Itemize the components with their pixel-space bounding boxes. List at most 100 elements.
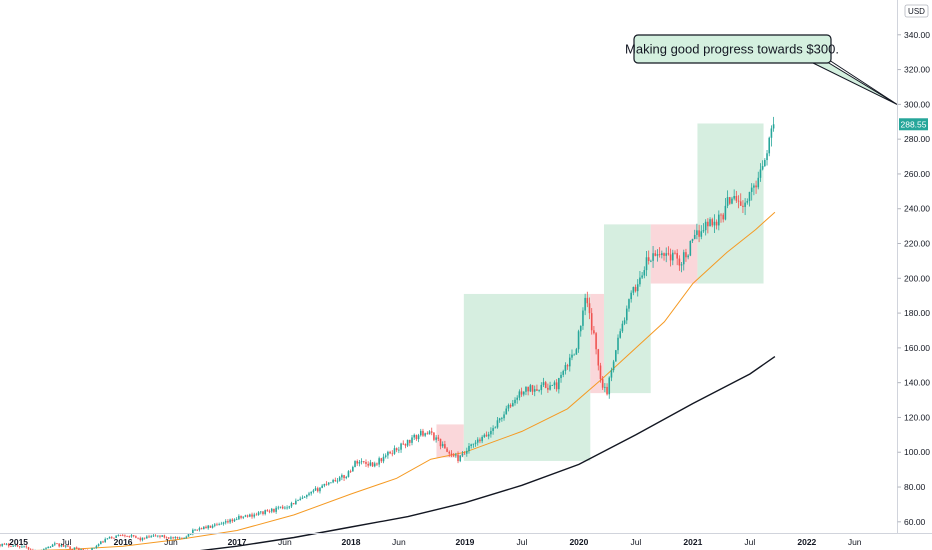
candle-body — [189, 534, 192, 535]
candle-body — [615, 350, 617, 362]
candle-body — [323, 483, 326, 486]
x-tick-label: Jun — [392, 537, 406, 547]
candle-body — [93, 547, 96, 549]
candle-body — [56, 543, 58, 545]
candle-body — [711, 219, 714, 226]
candle-body — [496, 420, 499, 428]
candle-body — [575, 349, 578, 355]
candle-body — [205, 526, 207, 529]
candle-body — [435, 437, 437, 440]
candle-body — [492, 428, 494, 431]
y-axis-ticks[interactable]: 40.0060.0080.00100.00120.00140.00160.001… — [897, 30, 931, 550]
candle-body — [106, 538, 109, 540]
candle-body — [671, 252, 674, 261]
candle-body — [728, 197, 731, 204]
candle-body — [503, 414, 505, 419]
candle-body — [520, 391, 523, 395]
candle-body — [426, 433, 429, 435]
candle-body — [665, 253, 668, 256]
candle-body — [128, 536, 131, 537]
candle-body — [117, 535, 120, 536]
x-tick-label: Jun — [278, 537, 292, 547]
candle-body — [632, 286, 635, 293]
candle-body — [139, 538, 142, 541]
candle-body — [141, 537, 144, 541]
candle-body — [192, 529, 194, 535]
candle-body — [558, 378, 560, 390]
x-axis-ticks[interactable]: 2015 Jul 2016 Jun 2017 Jun 2018 Jun 2019 Jul 2020 J… — [9, 537, 862, 547]
candle-body — [159, 535, 161, 537]
candle-body — [590, 313, 593, 331]
candle-body — [365, 462, 367, 464]
candle-body — [216, 524, 218, 526]
candle-body — [330, 482, 332, 484]
candle-body — [411, 437, 413, 443]
candle-body — [654, 253, 657, 256]
candle-body — [12, 545, 14, 547]
x-tick-label: Jul — [516, 537, 527, 547]
candle-body — [358, 461, 361, 464]
candle-body — [720, 214, 722, 216]
candle-body — [770, 128, 773, 138]
candle-body — [573, 354, 575, 356]
candle-body — [384, 455, 387, 457]
candle-body — [639, 277, 641, 285]
candle-body — [345, 476, 348, 479]
candle-body — [483, 434, 486, 437]
candle-body — [518, 391, 521, 398]
candle-body — [599, 365, 602, 380]
moving-average-1 — [199, 356, 776, 550]
annotation-box[interactable] — [633, 34, 832, 64]
candle-body — [297, 500, 299, 501]
candle-body — [735, 195, 738, 201]
candle-body — [286, 507, 288, 509]
candle-body — [433, 432, 435, 440]
x-tick-label: 2016 — [114, 537, 133, 547]
currency-badge[interactable] — [904, 4, 929, 18]
candle-body — [249, 514, 251, 517]
candle-body — [634, 286, 637, 292]
candle-body — [227, 521, 229, 523]
x-tick-label: 2022 — [797, 537, 816, 547]
y-tick-label: 300.00 — [904, 99, 930, 109]
candle-body — [724, 205, 727, 220]
candle-body — [742, 205, 744, 207]
candle-body — [10, 546, 12, 548]
candle-body — [211, 525, 214, 528]
candle-body — [126, 535, 128, 537]
candle-body — [750, 187, 753, 192]
candle-body — [290, 503, 293, 507]
candle-body — [498, 418, 501, 421]
candle-body — [463, 453, 466, 455]
candle-body — [457, 454, 459, 462]
candle-body — [95, 545, 98, 548]
candle-body — [242, 516, 245, 518]
candle-body — [246, 515, 249, 517]
candle-body — [295, 500, 297, 505]
candle-body — [656, 254, 659, 256]
candle-body — [393, 448, 396, 454]
candle-body — [645, 257, 648, 271]
candle-body — [481, 436, 483, 442]
candle-body — [174, 536, 177, 538]
candle-body — [391, 453, 394, 455]
candle-body — [437, 437, 440, 439]
candle-body — [167, 537, 170, 539]
x-tick-label: Jul — [630, 537, 641, 547]
candle-body — [332, 479, 334, 483]
candle-body — [685, 252, 687, 258]
candle-body — [439, 438, 442, 447]
candle-body — [183, 537, 185, 539]
candle-body — [60, 545, 63, 547]
candle-body — [547, 387, 549, 390]
candle-body — [441, 444, 444, 447]
candle-body — [472, 443, 475, 445]
candle-body — [336, 480, 339, 482]
candle-body — [533, 389, 536, 392]
candle-body — [772, 124, 775, 129]
candle-body — [604, 386, 606, 388]
candle-body — [14, 545, 17, 547]
candle-body — [739, 201, 742, 206]
candle-body — [3, 543, 6, 545]
